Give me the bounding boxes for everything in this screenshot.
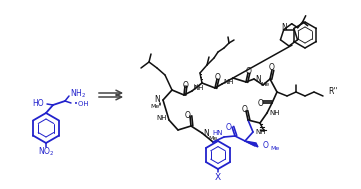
Text: HN: HN [213,130,223,136]
Text: N: N [154,95,160,105]
Text: R'': R'' [328,88,338,97]
Text: X: X [215,173,221,181]
Text: N: N [281,23,287,32]
Text: Me: Me [270,146,279,150]
Text: O: O [185,112,191,121]
Text: •OH: •OH [74,101,88,107]
Text: O: O [246,67,252,77]
Text: N: N [255,74,261,84]
Text: H: H [193,84,197,88]
Text: Me: Me [151,105,160,109]
Text: NH$_2$: NH$_2$ [70,88,86,100]
Text: N: N [203,129,209,138]
Text: O: O [269,64,275,73]
Text: O: O [226,122,232,132]
Text: O: O [258,99,264,108]
Text: NH: NH [255,129,265,135]
Text: NH: NH [269,110,279,116]
Text: NH: NH [157,115,167,121]
Text: NH: NH [193,85,204,91]
Text: Me: Me [208,136,217,142]
Text: HO: HO [32,99,44,108]
Text: O: O [263,142,269,150]
Text: O: O [215,74,221,83]
Polygon shape [245,141,258,147]
Text: Me: Me [260,83,269,88]
Text: O: O [183,81,189,90]
Text: NO$_2$: NO$_2$ [38,146,55,158]
Text: O: O [242,105,248,114]
Text: NH: NH [223,79,234,85]
